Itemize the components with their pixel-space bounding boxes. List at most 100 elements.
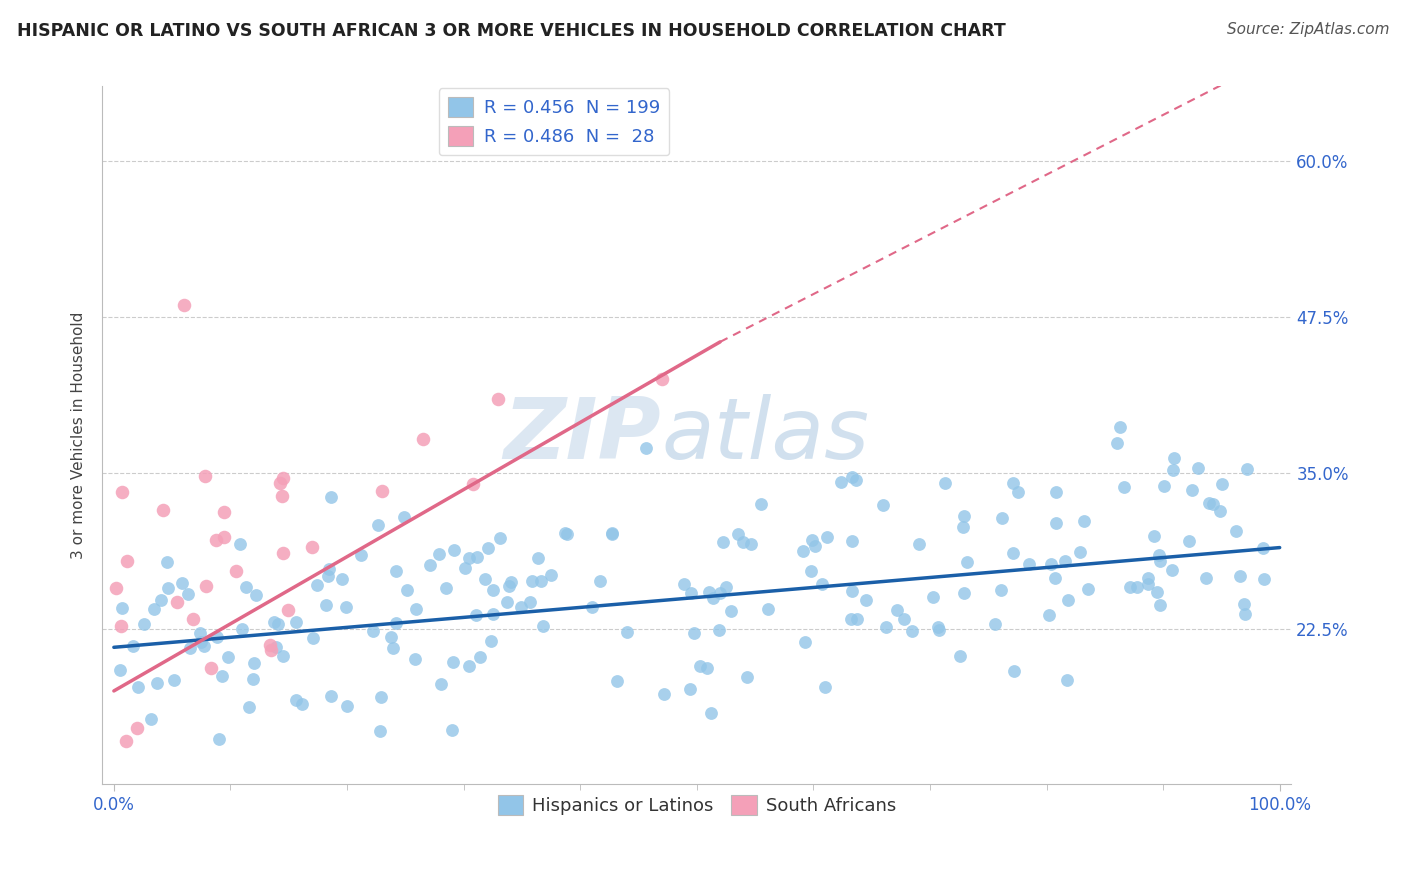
Point [813, 680, 835, 694]
Point [321, 490, 343, 504]
Point [434, 581, 457, 595]
Point [111, 601, 134, 615]
Point [259, 638, 281, 652]
Point [700, 706, 723, 721]
Point [1018, 557, 1040, 571]
Point [217, 649, 239, 664]
Point [163, 673, 186, 687]
Point [482, 607, 505, 622]
Point [792, 544, 814, 558]
Point [520, 574, 543, 588]
Point [1233, 607, 1256, 621]
Point [800, 564, 823, 578]
Point [330, 572, 353, 586]
Point [1039, 557, 1062, 571]
Point [242, 672, 264, 686]
Point [1001, 546, 1024, 560]
Point [956, 555, 979, 569]
Point [793, 635, 815, 649]
Point [211, 669, 233, 683]
Point [606, 674, 628, 689]
Point [152, 503, 174, 517]
Point [315, 599, 337, 613]
Point [1056, 593, 1078, 607]
Point [273, 546, 295, 560]
Point [1236, 462, 1258, 476]
Point [1107, 436, 1129, 450]
Point [110, 619, 132, 633]
Point [335, 600, 357, 615]
Point [271, 489, 294, 503]
Point [266, 640, 288, 654]
Point [682, 626, 704, 640]
Point [179, 640, 201, 655]
Point [581, 600, 603, 615]
Point [371, 484, 394, 499]
Point [616, 625, 638, 640]
Point [367, 518, 389, 533]
Point [510, 600, 533, 615]
Point [212, 530, 235, 544]
Point [554, 525, 576, 540]
Point [696, 661, 718, 675]
Point [336, 699, 359, 714]
Point [228, 537, 250, 551]
Point [1045, 516, 1067, 530]
Point [1233, 598, 1256, 612]
Point [1181, 483, 1204, 498]
Point [720, 604, 742, 618]
Point [540, 568, 562, 582]
Point [1163, 450, 1185, 465]
Point [177, 587, 200, 601]
Point [1149, 598, 1171, 612]
Text: ZIP: ZIP [503, 394, 661, 477]
Point [361, 624, 384, 639]
Point [1195, 571, 1218, 585]
Point [205, 630, 228, 644]
Point [150, 593, 173, 607]
Point [1137, 576, 1160, 591]
Point [488, 531, 510, 545]
Point [385, 564, 408, 578]
Point [479, 634, 502, 648]
Point [1056, 673, 1078, 687]
Point [1043, 571, 1066, 585]
Point [1161, 462, 1184, 476]
Point [1149, 553, 1171, 567]
Point [841, 470, 863, 484]
Point [1073, 514, 1095, 528]
Point [875, 619, 897, 633]
Point [678, 681, 700, 696]
Point [284, 615, 307, 629]
Point [740, 537, 762, 551]
Point [132, 616, 155, 631]
Point [845, 474, 868, 488]
Point [496, 595, 519, 609]
Point [465, 608, 488, 623]
Point [321, 689, 343, 703]
Point [1147, 548, 1170, 562]
Point [1198, 496, 1220, 510]
Point [893, 612, 915, 626]
Point [1053, 554, 1076, 568]
Point [1251, 541, 1274, 556]
Point [271, 648, 294, 663]
Point [1211, 477, 1233, 491]
Point [1119, 580, 1142, 594]
Point [405, 601, 427, 615]
Point [800, 533, 823, 547]
Point [531, 619, 554, 633]
Point [273, 471, 295, 485]
Point [195, 579, 218, 593]
Text: HISPANIC OR LATINO VS SOUTH AFRICAN 3 OR MORE VEHICLES IN HOUSEHOLD CORRELATION : HISPANIC OR LATINO VS SOUTH AFRICAN 3 OR… [17, 22, 1005, 40]
Point [301, 631, 323, 645]
Point [990, 583, 1012, 598]
Point [711, 535, 734, 549]
Point [654, 687, 676, 701]
Point [115, 554, 138, 568]
Point [519, 595, 541, 609]
Point [1161, 563, 1184, 577]
Point [735, 670, 758, 684]
Point [482, 583, 505, 598]
Point [872, 498, 894, 512]
